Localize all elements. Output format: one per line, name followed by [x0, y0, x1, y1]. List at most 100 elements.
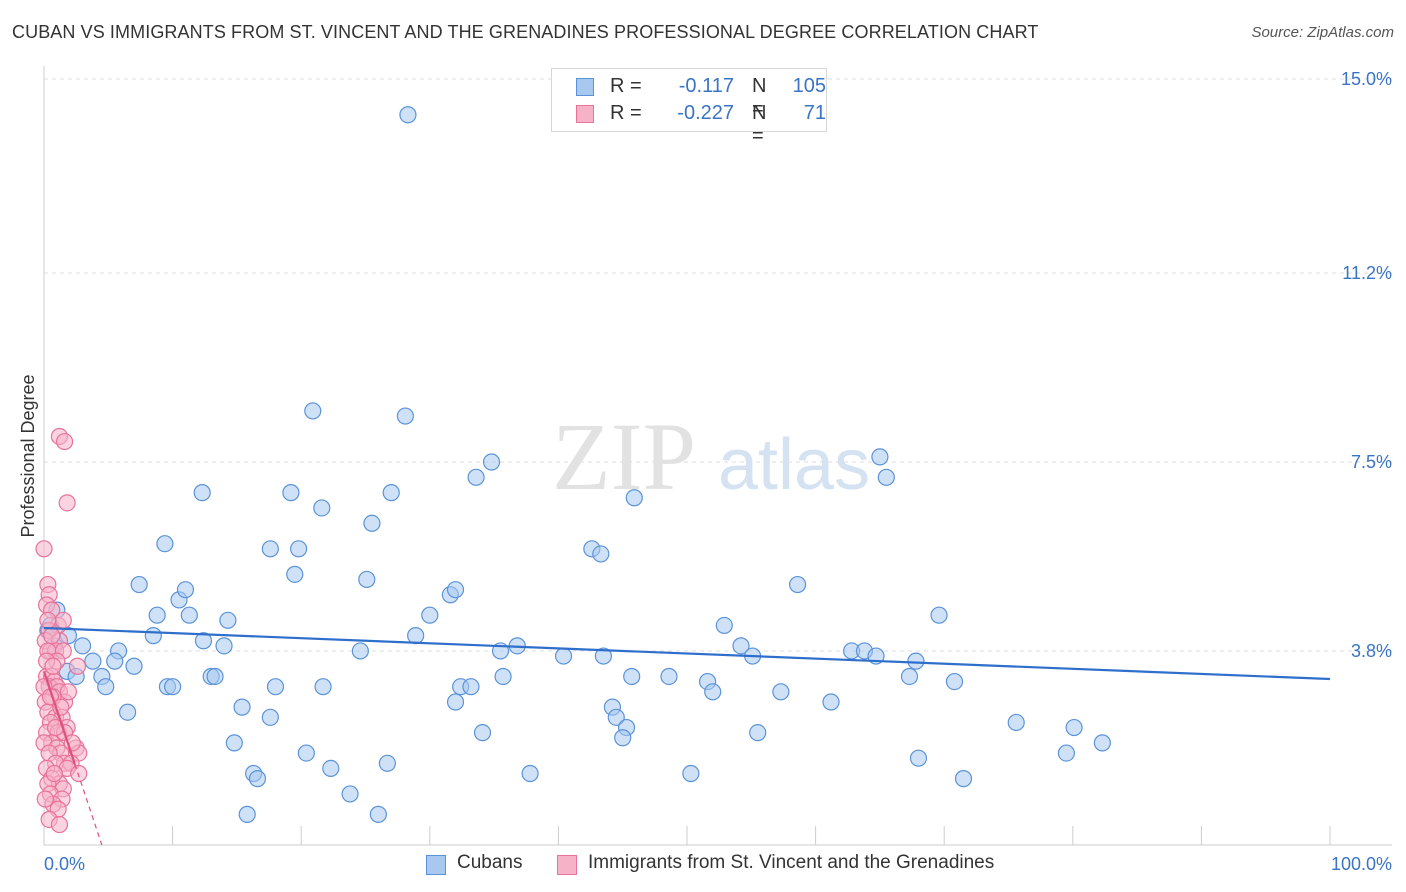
x-tick-label-max: 100.0%	[1331, 854, 1392, 874]
cubans-point	[297, 744, 315, 762]
legend-swatch-cubans	[576, 78, 594, 96]
svg-point	[55, 432, 74, 451]
cubans-point	[233, 698, 251, 716]
legend-r-label: R =	[610, 102, 642, 124]
cubans-point	[772, 683, 790, 701]
cubans-point	[314, 678, 332, 696]
cubans-point	[118, 703, 137, 721]
cubans-point	[322, 759, 340, 778]
cubans-point	[156, 535, 174, 553]
svg-point	[36, 790, 54, 808]
legend-swatch-svg	[576, 105, 594, 123]
cubans-point	[907, 652, 925, 670]
bottom-legend-swatch-svg	[557, 855, 577, 875]
cubans-point	[225, 734, 243, 752]
svg-point	[54, 611, 72, 629]
watermark-atlas: atlas	[718, 425, 870, 505]
cubans-point	[623, 667, 641, 686]
x-tick-label-min: 0.0%	[44, 854, 85, 874]
svg-point	[35, 540, 53, 558]
cubans-point	[396, 407, 414, 425]
cubans-point	[909, 749, 928, 767]
cubans-point	[130, 575, 148, 594]
svg-point	[68, 657, 87, 675]
cubans-point	[788, 575, 807, 594]
cubans-point	[215, 637, 233, 655]
cubans-point	[930, 606, 948, 624]
cubans-point	[180, 606, 198, 624]
cubans-point	[954, 770, 973, 788]
bottom-legend-label-svg: Immigrants from St. Vincent and the Gren…	[588, 852, 995, 873]
cubans-point	[106, 652, 124, 670]
cubans-point	[363, 514, 381, 532]
cubans-point	[261, 708, 279, 726]
cubans-point	[521, 764, 539, 783]
cubans-point	[351, 642, 369, 660]
cubans-point	[313, 499, 331, 517]
svg-point	[39, 611, 57, 629]
cubans-point	[290, 540, 308, 558]
legend-r-label: R =	[610, 75, 642, 97]
cubans-point	[1065, 718, 1083, 737]
svg-trend-line-extension	[74, 763, 103, 846]
cubans-point	[148, 606, 166, 624]
svg-point	[44, 657, 62, 675]
cubans-point	[715, 616, 733, 635]
cubans-point	[125, 657, 143, 675]
y-axis-label: Professional Degree	[18, 374, 38, 537]
y-tick-label: 11.2%	[1342, 263, 1392, 283]
svg-point	[43, 627, 61, 645]
cubans-point	[304, 402, 322, 420]
cubans-point	[176, 581, 195, 599]
cubans-point	[749, 724, 767, 742]
cubans-point	[97, 678, 115, 696]
watermark: ZIP atlas	[552, 403, 870, 510]
cubans-point	[286, 565, 304, 583]
cubans-point	[369, 805, 387, 823]
cubans-point	[193, 484, 211, 502]
cubans-point	[399, 106, 417, 124]
legend-r-value: -0.227	[677, 102, 734, 124]
cubans-point	[732, 637, 750, 655]
cubans-trend-line	[43, 626, 1331, 681]
cubans-point	[704, 683, 722, 701]
cubans-point	[282, 484, 300, 502]
cubans-point	[341, 785, 359, 803]
cubans-point	[1057, 744, 1075, 762]
bottom-legend-swatch-cubans	[426, 855, 446, 875]
cubans-point	[194, 632, 213, 650]
cubans-point	[1007, 713, 1025, 732]
source-label: Source: ZipAtlas.com	[1251, 24, 1394, 41]
cubans-point	[261, 540, 279, 558]
cubans-point	[382, 484, 400, 502]
cubans-point	[73, 637, 92, 655]
legend-n-label: N =	[752, 102, 767, 147]
cubans-point	[614, 729, 632, 747]
cubans-point	[219, 611, 237, 629]
svg-points	[35, 427, 88, 834]
cubans-point	[164, 678, 182, 696]
watermark-zip: ZIP	[552, 403, 696, 510]
y-tick-label: 3.8%	[1351, 641, 1392, 661]
axis-labels: 3.8% 7.5% 11.2% 15.0% 0.0% 100.0% Professional…	[18, 69, 1392, 874]
cubans-point	[84, 652, 102, 670]
cubans-point	[660, 667, 678, 686]
cubans-point	[877, 468, 895, 486]
cubans-point	[446, 693, 465, 711]
cubans-point	[206, 667, 224, 686]
cubans-point	[554, 647, 573, 665]
axes	[43, 66, 1392, 846]
chart-title: CUBAN VS IMMIGRANTS FROM ST. VINCENT AND…	[12, 22, 1039, 42]
gridlines	[44, 78, 1392, 652]
legend-n-label: N =	[752, 75, 767, 120]
svg-point	[58, 494, 76, 512]
trend-lines	[42, 626, 1331, 846]
cubans-point	[607, 708, 625, 726]
svg-point	[59, 683, 78, 701]
cubans-point	[407, 627, 425, 645]
cubans-point	[266, 678, 285, 696]
cubans-point	[494, 667, 512, 686]
cubans-point	[900, 667, 919, 686]
cubans-point	[482, 453, 501, 471]
